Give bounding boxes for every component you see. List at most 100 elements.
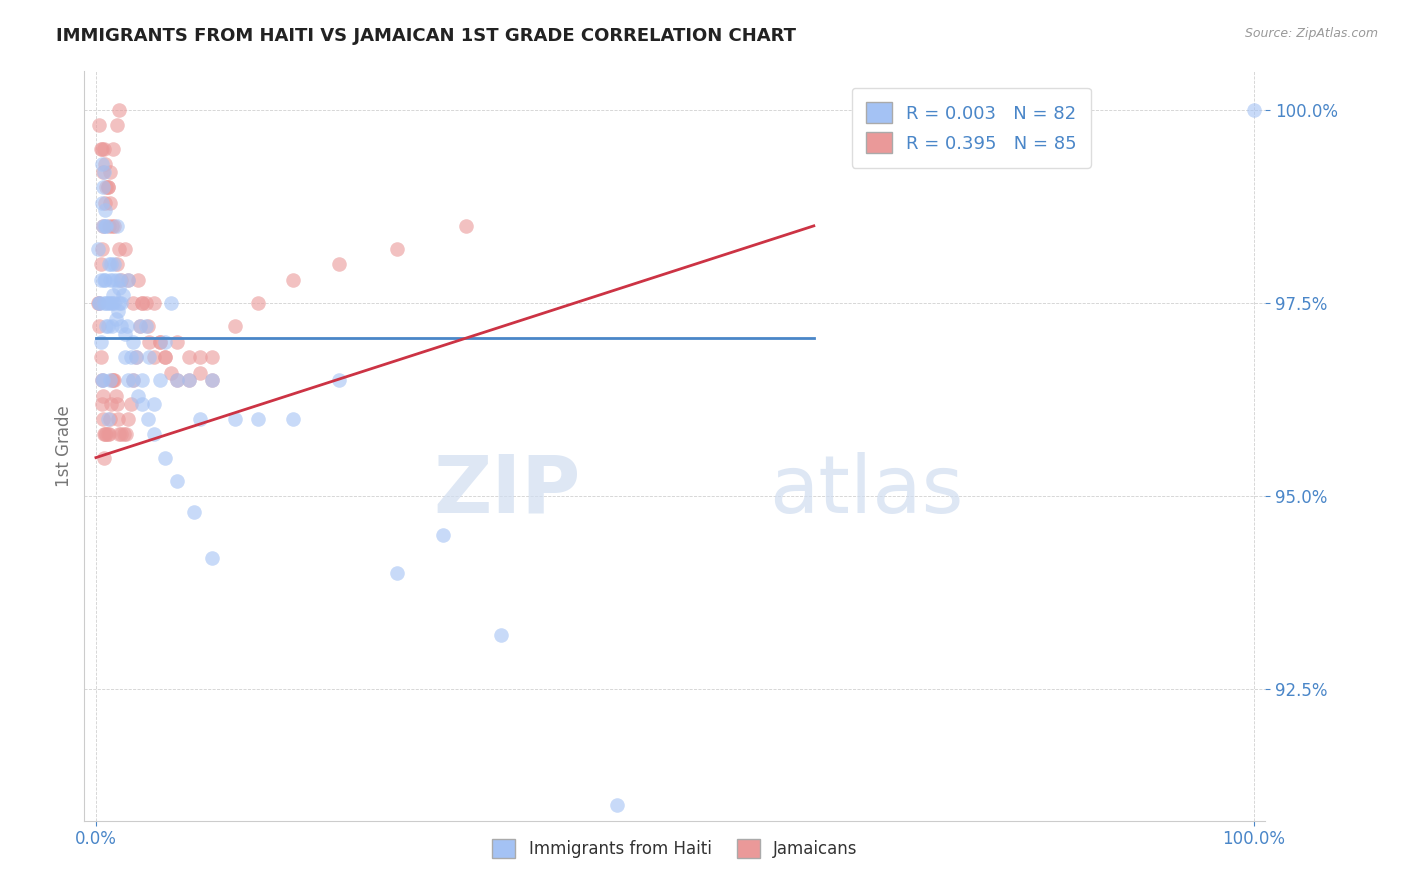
Point: [103, 273, 125, 287]
Point: [201, 350, 224, 364]
Point: [103, 142, 125, 156]
Point: [432, 528, 454, 542]
Point: [90, 242, 112, 256]
Point: [89, 119, 111, 133]
Point: [201, 551, 224, 566]
Point: [149, 334, 172, 349]
Point: [112, 427, 135, 442]
Point: [1243, 103, 1265, 117]
Point: [90, 142, 112, 156]
Point: [97, 427, 120, 442]
Point: [94, 157, 117, 171]
Point: [103, 219, 125, 233]
Point: [110, 273, 132, 287]
Point: [103, 257, 125, 271]
Point: [328, 373, 350, 387]
Point: [117, 273, 139, 287]
Point: [136, 412, 159, 426]
Point: [131, 373, 153, 387]
Point: [93, 450, 115, 465]
Point: [281, 273, 304, 287]
Point: [90, 157, 112, 171]
Text: Source: ZipAtlas.com: Source: ZipAtlas.com: [1244, 27, 1378, 40]
Point: [103, 373, 125, 387]
Point: [108, 296, 131, 310]
Point: [100, 257, 122, 271]
Point: [101, 373, 124, 387]
Point: [94, 427, 117, 442]
Point: [93, 273, 115, 287]
Point: [117, 273, 139, 287]
Point: [96, 427, 118, 442]
Point: [87, 242, 110, 256]
Text: ZIP: ZIP: [433, 452, 581, 530]
Point: [96, 296, 118, 310]
Point: [122, 373, 145, 387]
Point: [96, 180, 118, 194]
Point: [160, 296, 183, 310]
Point: [136, 319, 159, 334]
Point: [108, 280, 131, 294]
Point: [98, 412, 121, 426]
Point: [103, 296, 125, 310]
Point: [91, 373, 114, 387]
Point: [96, 412, 118, 426]
Point: [94, 195, 117, 210]
Point: [90, 257, 112, 271]
Y-axis label: 1st Grade: 1st Grade: [55, 405, 73, 487]
Point: [96, 319, 118, 334]
Point: [91, 219, 114, 233]
Point: [105, 119, 128, 133]
Point: [98, 296, 121, 310]
Point: [155, 350, 177, 364]
Point: [98, 165, 121, 179]
Point: [93, 296, 115, 310]
Point: [224, 412, 246, 426]
Point: [93, 142, 115, 156]
Text: atlas: atlas: [769, 452, 963, 530]
Point: [90, 273, 112, 287]
Point: [138, 350, 160, 364]
Point: [104, 389, 127, 403]
Point: [97, 257, 120, 271]
Point: [90, 334, 112, 349]
Point: [224, 319, 246, 334]
Point: [91, 180, 114, 194]
Point: [110, 427, 132, 442]
Point: [96, 219, 118, 233]
Point: [104, 311, 127, 326]
Point: [125, 350, 148, 364]
Point: [127, 389, 149, 403]
Point: [105, 219, 128, 233]
Point: [131, 296, 153, 310]
Point: [127, 273, 149, 287]
Point: [91, 219, 114, 233]
Point: [281, 412, 304, 426]
Point: [98, 273, 121, 287]
Point: [177, 373, 200, 387]
Point: [166, 373, 188, 387]
Point: [91, 389, 114, 403]
Point: [108, 242, 131, 256]
Point: [120, 350, 142, 364]
Point: [456, 219, 478, 233]
Point: [129, 319, 152, 334]
Point: [110, 296, 132, 310]
Point: [117, 412, 139, 426]
Point: [129, 319, 152, 334]
Point: [90, 350, 112, 364]
Point: [188, 366, 211, 380]
Point: [166, 373, 188, 387]
Point: [247, 296, 270, 310]
Point: [96, 180, 118, 194]
Point: [105, 396, 128, 410]
Point: [107, 303, 129, 318]
Point: [114, 350, 136, 364]
Point: [93, 427, 115, 442]
Point: [188, 412, 211, 426]
Point: [177, 373, 200, 387]
Point: [94, 203, 117, 218]
Point: [606, 798, 628, 813]
Point: [90, 142, 112, 156]
Point: [385, 242, 408, 256]
